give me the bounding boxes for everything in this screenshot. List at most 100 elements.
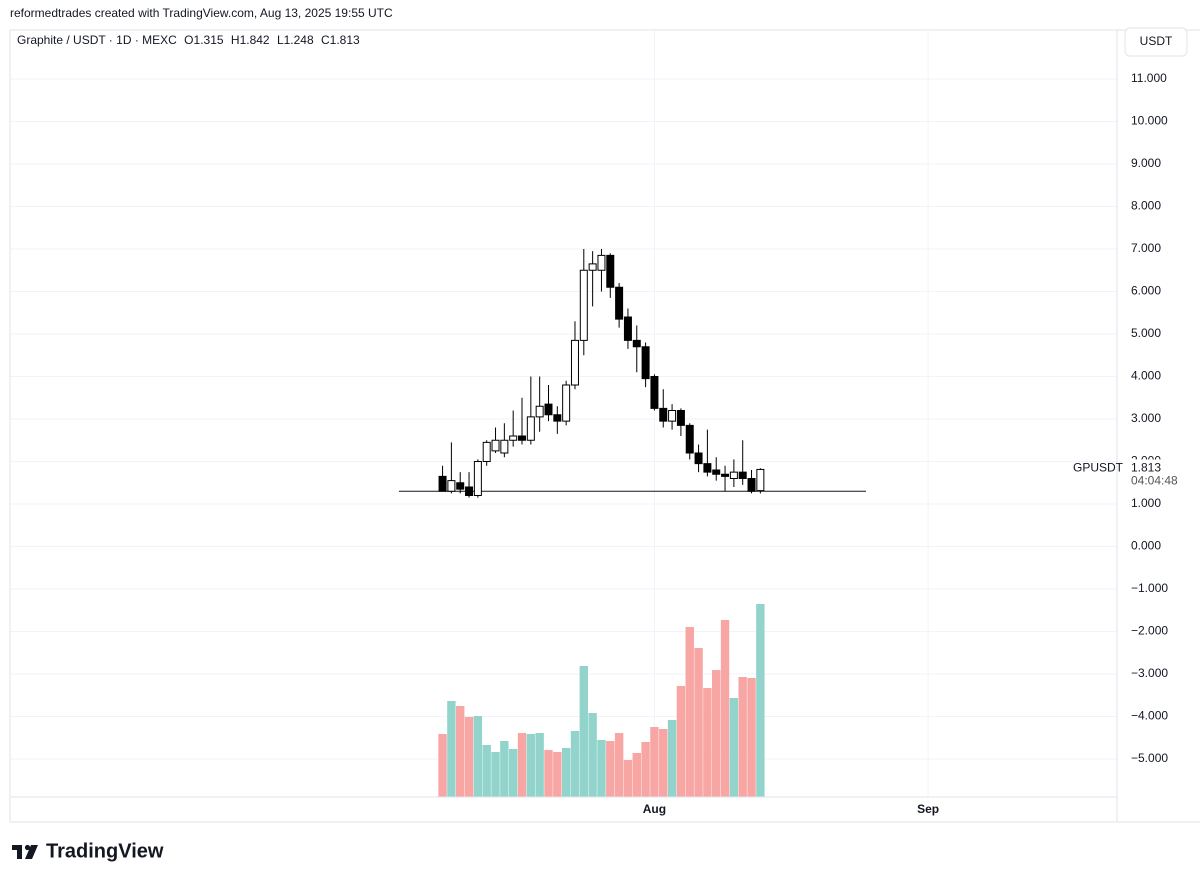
volume-bar (650, 727, 659, 797)
currency-label[interactable]: USDT (1140, 34, 1173, 48)
volume-bar (747, 678, 756, 797)
y-tick-label: 0.000 (1131, 539, 1161, 553)
currency-button[interactable] (1124, 27, 1188, 57)
y-tick-label: −2.000 (1131, 624, 1168, 638)
volume-bar (676, 686, 686, 797)
candle-body (615, 286, 624, 320)
price-tag-value: 1.813 (1131, 461, 1161, 475)
y-tick-label: −3.000 (1131, 666, 1168, 680)
y-tick-label: 10.000 (1131, 114, 1168, 128)
volume-bar (544, 750, 553, 797)
l-value: 1.248 (284, 33, 314, 47)
symbol: Graphite / USDT · 1D · MEXC (17, 33, 177, 47)
candle-body (509, 435, 518, 441)
volume-bar (712, 670, 721, 797)
volume-bar (570, 731, 580, 797)
volume-bar (438, 734, 447, 797)
candle-body (623, 316, 632, 341)
candle-body (606, 254, 615, 288)
volume-bar (738, 677, 747, 797)
y-tick-label: −5.000 (1131, 751, 1168, 765)
candle-body (694, 452, 703, 465)
volume-bar (517, 733, 527, 797)
volume-bar (535, 733, 544, 797)
candle-body (526, 416, 535, 441)
y-tick-label: 3.000 (1131, 411, 1161, 425)
volume-bar (641, 742, 650, 797)
candle-body (500, 439, 509, 454)
price-tag-ticker: GPUSDT (1073, 461, 1124, 475)
axes: 11.000 10.000 9.000 8.000 7.000 6.000 5.000 4.0… (643, 71, 1169, 816)
candle-body (570, 339, 579, 386)
o-value: 1.315 (194, 33, 224, 47)
o-label: O (184, 33, 193, 47)
candle-body (544, 403, 553, 416)
volume-bar (464, 717, 474, 797)
volume-bar (553, 752, 562, 797)
volume-bar (508, 749, 518, 797)
volume-bar (685, 627, 694, 797)
c-value: 1.813 (330, 33, 360, 47)
candle-body (641, 346, 650, 380)
candle-body (456, 482, 465, 490)
candle-body (482, 441, 491, 463)
volume-bar (623, 760, 633, 797)
candle-body (729, 471, 738, 480)
candle-body (738, 471, 747, 480)
volume-bar (500, 741, 509, 797)
volume-bar (473, 716, 483, 797)
y-tick-label: 11.000 (1131, 71, 1167, 85)
candle-body (721, 473, 730, 477)
y-tick-label: 9.000 (1131, 156, 1161, 170)
candle-body (668, 410, 677, 422)
candle-body (712, 469, 721, 475)
volume-bar (579, 666, 589, 797)
volume-bar (482, 745, 491, 797)
candle-body (562, 384, 571, 422)
volume-bar (729, 698, 739, 797)
volume-bar (614, 733, 624, 797)
candle-body (632, 339, 641, 348)
y-tick-label: 8.000 (1131, 199, 1161, 213)
volume-bar (720, 620, 730, 797)
y-tick-label: −4.000 (1131, 709, 1168, 723)
candle-body (491, 439, 500, 452)
candle-body (747, 478, 756, 492)
x-tick-label: Sep (917, 802, 939, 816)
volume-bar (694, 648, 703, 797)
volume-bar (491, 752, 500, 797)
candle-body (703, 463, 712, 473)
logo-text: TradingView (46, 840, 164, 862)
candle-body (676, 410, 685, 426)
volume-bar (456, 706, 465, 797)
h-label: H (231, 33, 240, 47)
candle-body (447, 480, 456, 492)
candle-body (597, 254, 606, 271)
candle-body (518, 435, 527, 441)
logo-icon (24, 844, 31, 851)
candle-body (535, 405, 544, 418)
candle-body (650, 376, 659, 409)
c-label: C (321, 33, 330, 47)
logo-icon (25, 845, 38, 859)
y-tick-label: 1.000 (1131, 496, 1161, 510)
y-tick-label: 6.000 (1131, 284, 1161, 298)
price-tag-countdown: 04:04:48 (1131, 474, 1178, 488)
volume-bar (756, 604, 765, 797)
h-value: 1.842 (240, 33, 270, 47)
price-tag-bg (1119, 459, 1189, 490)
volume-bar (659, 729, 668, 797)
logo: TradingView (12, 840, 164, 862)
candle-body (579, 269, 588, 341)
volume-bar (447, 701, 456, 797)
volume-bar (526, 734, 536, 797)
volume-bar (703, 688, 712, 797)
candle-body (473, 461, 482, 497)
y-tick-label: 7.000 (1131, 241, 1161, 255)
y-tick-label: −1.000 (1131, 581, 1168, 595)
candle-body (659, 407, 668, 422)
candle-body (465, 486, 474, 497)
candle-body (588, 263, 597, 271)
